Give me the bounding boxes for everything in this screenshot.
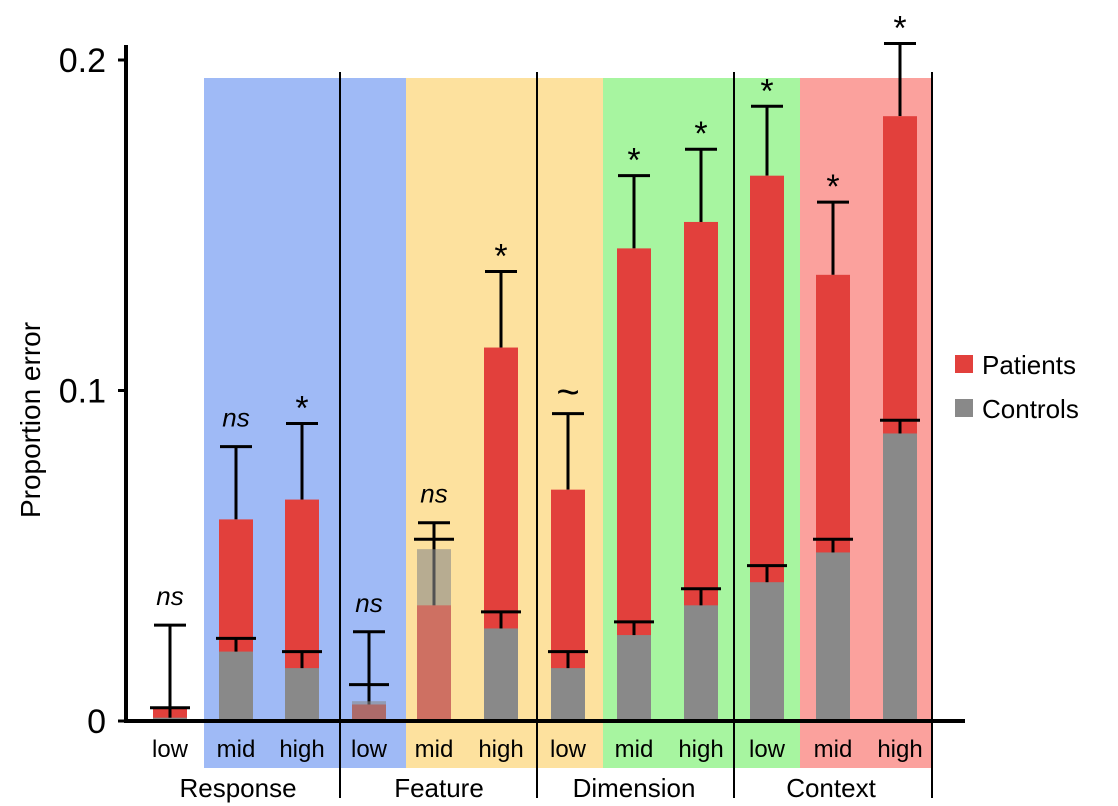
category-label: mid bbox=[415, 736, 454, 763]
patients-bar bbox=[417, 605, 451, 721]
category-label: high bbox=[279, 736, 324, 763]
group-label: Context bbox=[786, 773, 876, 803]
controls-bar bbox=[219, 651, 253, 721]
significance-marker: * bbox=[760, 72, 773, 110]
y-axis-title: Proportion error bbox=[15, 322, 46, 518]
significance-marker: ns bbox=[420, 479, 447, 509]
group-background-band bbox=[340, 78, 406, 768]
significance-marker: * bbox=[694, 115, 707, 153]
category-label: mid bbox=[217, 736, 256, 763]
controls-bar bbox=[617, 635, 651, 721]
significance-marker: ~ bbox=[556, 371, 579, 415]
significance-marker: * bbox=[826, 168, 839, 206]
controls-bar bbox=[883, 433, 917, 721]
controls-bar bbox=[352, 701, 386, 721]
category-label: high bbox=[478, 736, 523, 763]
y-tick-label: 0.1 bbox=[59, 373, 106, 411]
group-label: Feature bbox=[394, 773, 484, 803]
legend-label: Patients bbox=[982, 350, 1076, 380]
category-label: high bbox=[877, 736, 922, 763]
category-label: high bbox=[678, 736, 723, 763]
y-tick-label: 0 bbox=[87, 703, 106, 741]
significance-marker: * bbox=[893, 9, 906, 47]
category-label: low bbox=[550, 736, 587, 763]
controls-bar bbox=[484, 628, 518, 721]
significance-marker: ns bbox=[156, 581, 183, 611]
controls-bar bbox=[684, 605, 718, 721]
controls-bar bbox=[285, 668, 319, 721]
category-label: low bbox=[152, 736, 189, 763]
group-label: Dimension bbox=[573, 773, 696, 803]
controls-bar bbox=[816, 552, 850, 721]
significance-marker: ns bbox=[222, 403, 249, 433]
category-label: mid bbox=[814, 736, 853, 763]
significance-marker: * bbox=[494, 238, 507, 276]
controls-bar bbox=[551, 668, 585, 721]
significance-marker: ns bbox=[355, 588, 382, 618]
category-label: mid bbox=[615, 736, 654, 763]
controls-bar bbox=[750, 582, 784, 721]
legend-label: Controls bbox=[982, 394, 1079, 424]
category-label: low bbox=[749, 736, 786, 763]
significance-marker: * bbox=[627, 142, 640, 180]
legend-swatch bbox=[955, 399, 973, 417]
significance-marker: * bbox=[295, 390, 308, 428]
category-label: low bbox=[351, 736, 388, 763]
group-label: Response bbox=[179, 773, 296, 803]
y-tick-label: 0.2 bbox=[59, 42, 106, 80]
legend-swatch bbox=[955, 355, 973, 373]
